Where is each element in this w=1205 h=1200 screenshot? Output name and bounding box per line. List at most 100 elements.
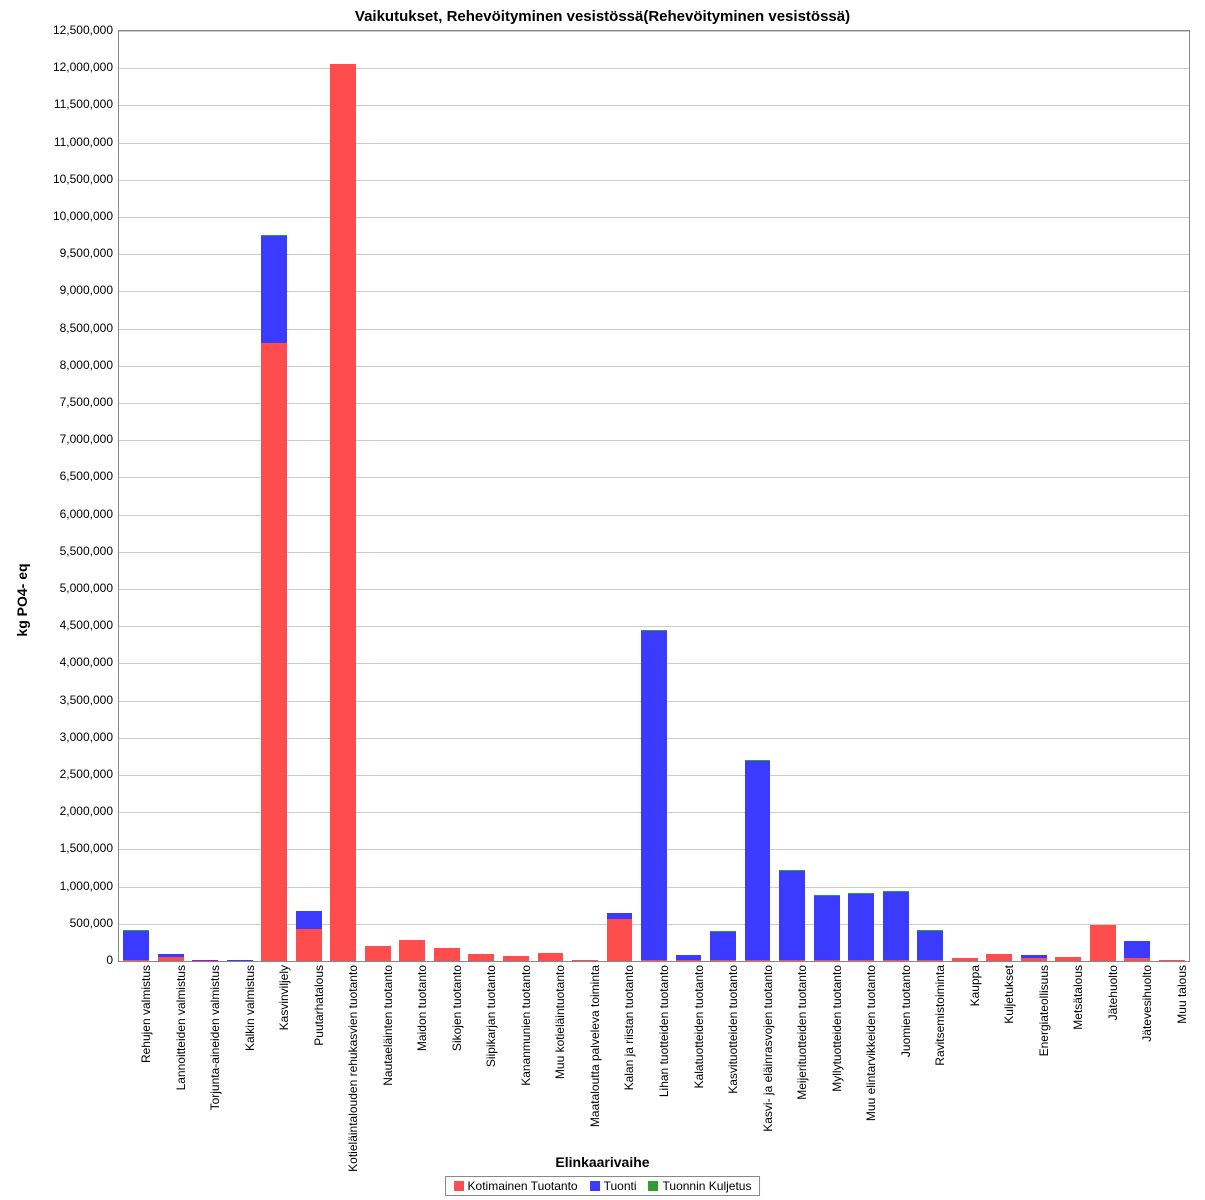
grid-line xyxy=(119,105,1189,106)
bar xyxy=(330,64,356,961)
bar-segment xyxy=(779,870,805,959)
bar-segment xyxy=(1090,925,1116,961)
y-tick-label: 3,500,000 xyxy=(60,693,113,707)
y-tick-label: 11,500,000 xyxy=(54,97,113,111)
bar-segment xyxy=(607,913,633,919)
bar xyxy=(986,954,1012,961)
y-tick-label: 2,000,000 xyxy=(60,804,113,818)
bar xyxy=(745,760,771,961)
bar-segment xyxy=(261,343,287,961)
bar-segment xyxy=(158,954,184,956)
x-tick-label: Torjunta-aineiden valmistus xyxy=(208,965,222,1110)
bar-segment xyxy=(192,960,218,961)
y-tick-label: 7,500,000 xyxy=(60,395,113,409)
bar xyxy=(538,953,564,961)
x-tick-label: Juomien tuotanto xyxy=(899,965,913,1057)
y-tick-label: 1,500,000 xyxy=(60,841,113,855)
y-tick-label: 3,000,000 xyxy=(60,730,113,744)
bar xyxy=(917,930,943,961)
legend-item: Tuonti xyxy=(590,1179,637,1193)
bar xyxy=(607,913,633,961)
bar-segment xyxy=(607,919,633,961)
bar xyxy=(848,893,874,961)
y-tick-label: 5,500,000 xyxy=(60,544,113,558)
bar xyxy=(676,955,702,961)
x-tick-label: Kuljetukset xyxy=(1002,965,1016,1024)
x-tick-label: Nautaeläinten tuotanto xyxy=(381,965,395,1086)
y-axis-label: kg PO4- eq xyxy=(14,563,30,636)
x-tick-label: Maataloutta palveleva toiminta xyxy=(588,965,602,1127)
bar-segment xyxy=(1124,958,1150,961)
bar-segment xyxy=(676,960,702,961)
bar xyxy=(710,931,736,961)
x-tick-label: Sikojen tuotanto xyxy=(450,965,464,1051)
y-tick-label: 12,500,000 xyxy=(53,23,113,37)
bar-segment xyxy=(227,960,253,961)
bar-segment xyxy=(848,893,874,959)
y-tick-label: 2,500,000 xyxy=(60,767,113,781)
bar xyxy=(1159,960,1185,961)
x-tick-label: Myllytuotteiden tuotanto xyxy=(830,965,844,1092)
bar xyxy=(192,960,218,961)
bar-segment xyxy=(986,954,1012,961)
plot-area xyxy=(118,30,1190,962)
y-tick-label: 0 xyxy=(106,953,113,967)
bar-segment xyxy=(814,960,840,961)
x-tick-label: Kalan ja riistan tuotanto xyxy=(622,965,636,1090)
y-tick-label: 10,500,000 xyxy=(53,172,113,186)
legend-item: Tuonnin Kuljetus xyxy=(649,1179,752,1193)
y-tick-label: 4,000,000 xyxy=(60,655,113,669)
y-tick-label: 7,000,000 xyxy=(60,432,113,446)
legend-item: Kotimainen Tuotanto xyxy=(454,1179,578,1193)
bar-segment xyxy=(1159,960,1185,961)
legend: Kotimainen Tuotanto Tuonti Tuonnin Kuljetu… xyxy=(445,1176,761,1196)
x-tick-label: Lihan tuotteiden tuotanto xyxy=(657,965,671,1097)
bar xyxy=(641,630,667,961)
x-tick-label: Jätevesihuolto xyxy=(1140,965,1154,1042)
bar xyxy=(434,948,460,961)
y-tick-label: 1,000,000 xyxy=(60,879,113,893)
bar xyxy=(952,958,978,961)
bar-segment xyxy=(330,64,356,961)
bar-segment xyxy=(572,960,598,961)
bar-segment xyxy=(745,760,771,959)
bar xyxy=(399,940,425,961)
x-tick-label: Muu kotieläintuotanto xyxy=(553,965,567,1079)
y-tick-label: 9,500,000 xyxy=(60,246,113,260)
bar-segment xyxy=(399,940,425,961)
bar xyxy=(1090,925,1116,961)
bar xyxy=(883,891,909,961)
bar-segment xyxy=(296,929,322,961)
x-tick-label: Kasvi- ja eläinrasvojen tuotanto xyxy=(761,965,775,1132)
bar xyxy=(779,870,805,961)
grid-line xyxy=(119,68,1189,69)
x-tick-label: Kalatuotteiden tuotanto xyxy=(692,965,706,1088)
bar-segment xyxy=(1021,955,1047,958)
legend-swatch xyxy=(590,1181,600,1191)
bar xyxy=(503,956,529,961)
bar-segment xyxy=(710,960,736,961)
y-tick-label: 12,000,000 xyxy=(53,60,113,74)
bar-segment xyxy=(365,946,391,961)
y-tick-label: 10,000,000 xyxy=(53,209,113,223)
x-tick-label: Ravitsemistoiminta xyxy=(933,965,947,1066)
legend-swatch xyxy=(454,1181,464,1191)
bar xyxy=(1055,957,1081,961)
x-tick-label: Muu talous xyxy=(1175,965,1189,1024)
y-tick-label: 500,000 xyxy=(70,916,113,930)
bar-segment xyxy=(296,911,322,929)
bar-segment xyxy=(641,960,667,961)
y-tick-label: 8,000,000 xyxy=(60,358,113,372)
bar xyxy=(296,911,322,961)
bar-segment xyxy=(917,930,943,960)
bar xyxy=(468,954,494,961)
grid-line xyxy=(119,143,1189,144)
y-tick-label: 9,000,000 xyxy=(60,283,113,297)
bar-segment xyxy=(538,953,564,961)
x-tick-label: Kasvituotteiden tuotanto xyxy=(726,965,740,1094)
chart-container: Vaikutukset, Rehevöityminen vesistössä(R… xyxy=(0,0,1205,1200)
bar-segment xyxy=(641,631,667,960)
x-tick-label: Maidon tuotanto xyxy=(415,965,429,1051)
x-tick-label: Kauppa xyxy=(968,965,982,1006)
bar-segment xyxy=(1124,941,1150,958)
